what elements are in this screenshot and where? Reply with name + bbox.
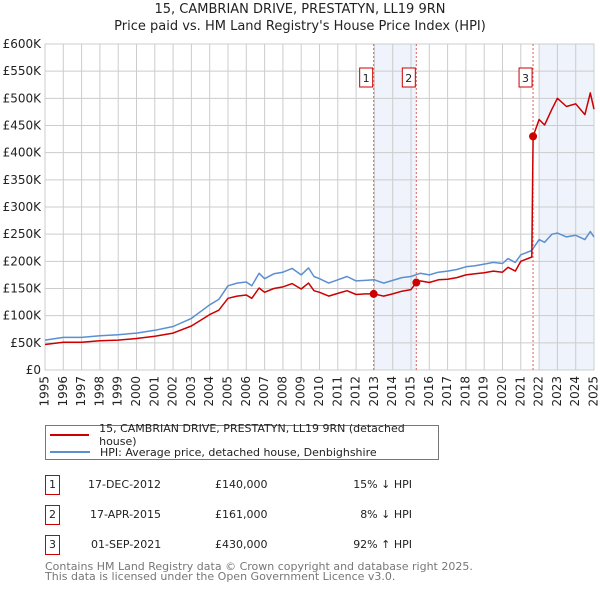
price-chart: 1995 1996 1997 1998 1999 2000 2001 2002 2003 2004…	[3, 37, 600, 407]
x-tick-label: 2007	[257, 376, 271, 407]
sale-number-label: 1	[363, 72, 370, 85]
x-tick-label: 2024	[568, 376, 582, 407]
y-tick-label: £450K	[3, 119, 43, 133]
sale-number-label: 3	[522, 72, 529, 85]
legend-item-property: 15, CAMBRIAN DRIVE, PRESTATYN, LL19 9RN …	[50, 422, 438, 448]
legend-label-property: 15, CAMBRIAN DRIVE, PRESTATYN, LL19 9RN …	[99, 422, 405, 448]
x-tick-label: 1998	[92, 376, 106, 407]
transaction-number: 1	[45, 475, 60, 495]
transaction-price: £140,000	[215, 478, 268, 491]
y-tick-label: £550K	[3, 64, 43, 78]
x-tick-label: 1999	[111, 376, 125, 407]
transaction-hpi-diff: 15% ↓ HPI	[353, 478, 412, 491]
x-tick-label: 2025	[587, 376, 600, 407]
sale-number-box	[518, 67, 533, 88]
y-tick-label: £0	[26, 363, 41, 377]
x-tick-label: 2012	[349, 376, 363, 407]
transaction-row: 3 01-SEP-2021 £430,000 92% ↑ HPI	[45, 535, 445, 555]
y-tick-label: £300K	[3, 200, 43, 214]
legend-label-hpi: HPI: Average price, detached house, Denb…	[100, 445, 377, 459]
x-tick-label: 2015	[404, 376, 418, 407]
x-tick-label: 2003	[184, 376, 198, 407]
transaction-number: 2	[45, 505, 60, 525]
x-tick-label: 2014	[385, 376, 399, 407]
x-tick-label: 2008	[275, 376, 289, 407]
transaction-row: 1 17-DEC-2012 £140,000 15% ↓ HPI	[45, 475, 445, 495]
x-tick-label: 2009	[294, 376, 308, 407]
y-tick-label: £400K	[3, 146, 43, 160]
x-tick-label: 2023	[550, 376, 564, 407]
transaction-row: 2 17-APR-2015 £161,000 8% ↓ HPI	[45, 505, 445, 525]
x-tick-label: 2001	[147, 376, 161, 407]
x-tick-label: 2017	[440, 376, 454, 407]
transaction-hpi-diff: 8% ↓ HPI	[360, 508, 412, 521]
x-tick-label: 1996	[56, 376, 70, 407]
y-tick-label: £100K	[3, 309, 43, 323]
y-tick-label: £200K	[3, 254, 43, 268]
x-tick-label: 1995	[38, 376, 52, 407]
y-tick-label: £250K	[3, 227, 43, 241]
y-tick-label: £500K	[3, 91, 43, 105]
sale-point	[369, 289, 378, 298]
y-tick-label: £50K	[10, 336, 42, 350]
sale-number-box	[359, 67, 374, 88]
sale-number-box	[401, 67, 416, 88]
hpi-line-swatch	[50, 451, 90, 453]
sale-number-label: 2	[405, 72, 412, 85]
sale-point	[412, 278, 421, 287]
plot-border	[44, 43, 595, 371]
chart-subtitle: Price paid vs. HM Land Registry's House …	[114, 19, 486, 34]
x-tick-label: 2019	[477, 376, 491, 407]
transaction-number: 3	[45, 535, 60, 555]
legend-item-hpi: HPI: Average price, detached house, Denb…	[50, 444, 377, 460]
transaction-date: 17-APR-2015	[90, 508, 162, 521]
x-tick-label: 1997	[74, 376, 88, 407]
y-tick-label: £600K	[3, 37, 43, 51]
x-tick-label: 2016	[422, 376, 436, 407]
chart-title: 15, CAMBRIAN DRIVE, PRESTATYN, LL19 9RN	[154, 2, 446, 17]
x-tick-label: 2013	[367, 376, 381, 407]
x-tick-label: 2021	[513, 376, 527, 407]
transaction-date: 01-SEP-2021	[91, 538, 162, 551]
x-tick-label: 2010	[312, 376, 326, 407]
x-tick-label: 2018	[458, 376, 472, 407]
transaction-price: £161,000	[215, 508, 268, 521]
x-tick-label: 2011	[330, 376, 344, 407]
x-tick-label: 2022	[532, 376, 546, 407]
x-tick-label: 2005	[221, 376, 235, 407]
x-tick-label: 2006	[239, 376, 253, 407]
y-tick-label: £150K	[3, 282, 43, 296]
property-line-swatch	[50, 434, 90, 436]
transaction-date: 17-DEC-2012	[88, 478, 162, 491]
transaction-hpi-diff: 92% ↑ HPI	[353, 538, 412, 551]
footer-copyright: Contains HM Land Registry data © Crown c…	[45, 560, 473, 573]
x-tick-label: 2000	[129, 376, 143, 407]
sale-point	[529, 132, 538, 141]
legend: 15, CAMBRIAN DRIVE, PRESTATYN, LL19 9RN …	[45, 422, 439, 460]
y-tick-label: £350K	[3, 173, 43, 187]
x-tick-label: 2004	[202, 376, 216, 407]
x-tick-label: 2002	[166, 376, 180, 407]
transaction-price: £430,000	[215, 538, 268, 551]
x-tick-label: 2020	[495, 376, 509, 407]
hpi-series-line	[44, 230, 595, 341]
footer-licence: This data is licensed under the Open Gov…	[45, 570, 396, 583]
